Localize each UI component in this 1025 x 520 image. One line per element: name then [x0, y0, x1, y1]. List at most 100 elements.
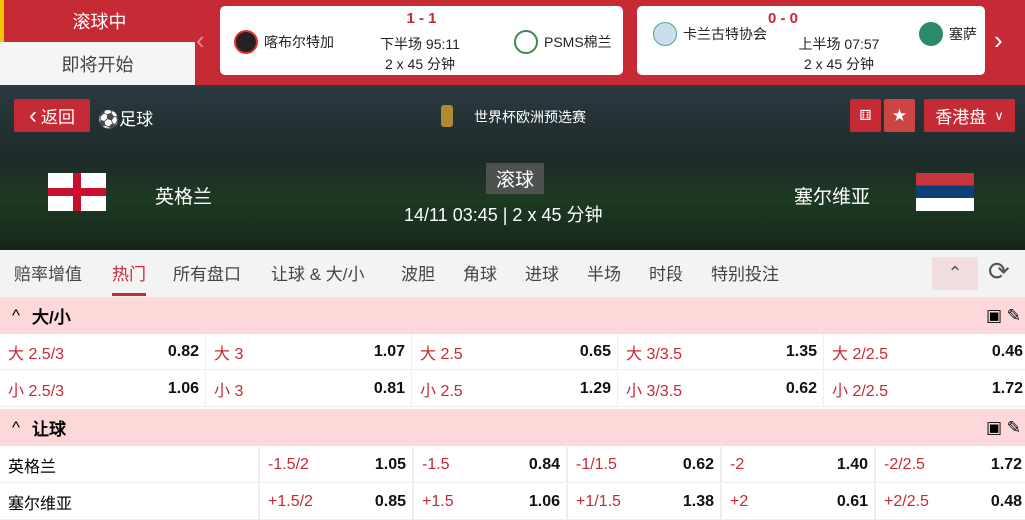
line-label: -2/2.5 [884, 455, 925, 473]
line-label: -1.5/2 [268, 455, 309, 473]
line-label: 小 3/3.5 [626, 382, 683, 400]
odds-cell[interactable]: -1.5/2 1.05 [260, 447, 412, 482]
line-label: 大 2.5/3 [8, 345, 65, 363]
line-label: +2/2.5 [884, 492, 929, 510]
line-label: 小 2/2.5 [832, 382, 889, 400]
match-format: 2 x 45 分钟 [384, 56, 456, 72]
team-logo-icon [653, 22, 677, 46]
odds-cell[interactable]: -1/1.5 0.62 [568, 447, 720, 482]
odds-value: 1.35 [785, 342, 817, 360]
line-label: +1.5 [422, 492, 454, 510]
line-label: +1.5/2 [268, 492, 313, 510]
section-over-under[interactable]: ^ 大/小 ▣ ✎ [0, 297, 1025, 334]
line-label: -2 [730, 455, 745, 473]
tab-correct-score[interactable]: 波胆 [401, 265, 435, 284]
line-label: +2 [730, 492, 749, 510]
back-button[interactable]: ‹ 返回 [14, 99, 90, 132]
home-team: 卡兰古特协会 [683, 25, 767, 42]
odds-cell[interactable]: 小 3/3.5 0.62 [618, 371, 823, 406]
score: 0 - 0 [767, 10, 798, 27]
odds-value: 0.62 [785, 379, 817, 397]
tab-odds-boost[interactable]: 赔率增值 [14, 265, 82, 284]
odds-value: 0.82 [167, 342, 199, 360]
status-badge: 滚球 [486, 163, 545, 194]
section-icons[interactable]: ▣ ✎ [985, 305, 1021, 325]
odds-value: 1.38 [682, 492, 714, 510]
line-label: 大 2.5 [420, 345, 463, 363]
odds-value: 0.81 [373, 379, 405, 397]
odds-cell[interactable]: 小 3 0.81 [206, 371, 411, 406]
tab-hdp-ou[interactable]: 让球 & 大/小 [271, 265, 365, 284]
tab-live[interactable]: 滚球中 [0, 0, 195, 42]
odds-value: 1.06 [167, 379, 199, 397]
line-label: 大 2/2.5 [832, 345, 889, 363]
collapse-all-icon[interactable]: ⌃ [932, 257, 978, 290]
odds-cell[interactable]: -2/2.5 1.72 [876, 447, 1025, 482]
match-format: 2 x 45 分钟 [803, 56, 875, 72]
odds-cell[interactable]: 大 3 1.07 [206, 334, 411, 369]
odds-value: 1.72 [991, 379, 1023, 397]
tab-all[interactable]: 所有盘口 [173, 265, 241, 284]
chevron-right-icon[interactable]: › [994, 25, 1003, 55]
line-label: -1/1.5 [576, 455, 617, 473]
odds-cell[interactable]: 小 2/2.5 1.72 [824, 371, 1025, 406]
odds-cell[interactable]: 大 2.5/3 0.82 [0, 334, 205, 369]
odds-value: 0.46 [991, 342, 1023, 360]
live-matches-bar: 滚球中 即将开始 ‹ 1 - 1 喀布尔特加 下半场 95:11 2 x 45 … [0, 0, 1025, 85]
line-label: 大 3/3.5 [626, 345, 683, 363]
odds-value: 1.07 [373, 342, 405, 360]
odds-value: 0.61 [836, 492, 868, 510]
odds-cell[interactable]: 大 2/2.5 0.46 [824, 334, 1025, 369]
match-period: 上半场 07:57 [798, 36, 880, 52]
tab-popular[interactable]: 热门 [112, 260, 146, 296]
away-team: PSMS棉兰 [544, 34, 612, 50]
section-icons[interactable]: ▣ ✎ [985, 417, 1021, 437]
trophy-icon [441, 105, 453, 127]
line-label: +1/1.5 [576, 492, 621, 510]
england-flag-icon [48, 173, 106, 211]
odds-cell[interactable]: 小 2.5/3 1.06 [0, 371, 205, 406]
odds-cell[interactable]: -1.5 0.84 [414, 447, 566, 482]
odds-cell[interactable]: +1/1.5 1.38 [568, 484, 720, 519]
tab-period[interactable]: 时段 [649, 265, 683, 284]
odds-value: 0.84 [528, 455, 560, 473]
odds-value: 1.06 [528, 492, 560, 510]
home-team: 喀布尔特加 [264, 34, 334, 50]
odds-value: 0.62 [682, 455, 714, 473]
tab-upcoming[interactable]: 即将开始 [0, 42, 195, 85]
line-label: -1.5 [422, 455, 450, 473]
odds-cell[interactable]: +1.5/2 0.85 [260, 484, 412, 519]
tab-corners[interactable]: 角球 [463, 265, 497, 284]
line-label: 小 2.5/3 [8, 382, 65, 400]
match-card[interactable]: 0 - 0 卡兰古特协会 上半场 07:57 2 x 45 分钟 塞萨 [637, 6, 985, 75]
away-team: 塞尔维亚 [794, 187, 871, 208]
odds-cell[interactable]: 大 3/3.5 1.35 [618, 334, 823, 369]
odds-cell[interactable]: +2/2.5 0.48 [876, 484, 1025, 519]
star-icon[interactable]: ★ [884, 99, 915, 132]
field-view-icon[interactable]: ⚅ [850, 99, 881, 132]
odds-cell[interactable]: +1.5 1.06 [414, 484, 566, 519]
team-logo-icon [919, 22, 943, 46]
table-row: 英格兰 -1.5/2 1.05 -1.5 0.84 -1/1.5 0.62 -2 1.40 -2/… [0, 447, 1025, 483]
refresh-icon[interactable]: ⟳ [988, 256, 1010, 286]
tab-specials[interactable]: 特别投注 [711, 265, 779, 284]
match-period: 下半场 95:11 [380, 36, 460, 52]
line-label: 大 3 [214, 345, 244, 363]
odds-cell[interactable]: 小 2.5 1.29 [412, 371, 617, 406]
odds-cell[interactable]: -2 1.40 [722, 447, 874, 482]
score: 1 - 1 [406, 10, 437, 27]
odds-cell[interactable]: +2 0.61 [722, 484, 874, 519]
table-row: 大 2.5/3 0.82 大 3 1.07 大 2.5 0.65 大 3/3.5 1.35 大 … [0, 334, 1025, 370]
odds-cell[interactable]: 大 2.5 0.65 [412, 334, 617, 369]
sport-label: ⚽足球 [98, 110, 154, 129]
match-card[interactable]: 1 - 1 喀布尔特加 下半场 95:11 2 x 45 分钟 PSMS棉兰 [220, 6, 623, 75]
odds-value: 1.72 [990, 455, 1022, 473]
odds-value: 1.29 [579, 379, 611, 397]
section-handicap[interactable]: ^ 让球 ▣ ✎ [0, 409, 1025, 446]
odds-value: 1.40 [836, 455, 868, 473]
tab-half[interactable]: 半场 [587, 265, 621, 284]
chevron-left-icon[interactable]: ‹ [196, 25, 205, 55]
odds-type-select[interactable]: 香港盘 ∨ [924, 99, 1015, 132]
odds-value: 1.05 [374, 455, 406, 473]
tab-goals[interactable]: 进球 [525, 265, 559, 284]
